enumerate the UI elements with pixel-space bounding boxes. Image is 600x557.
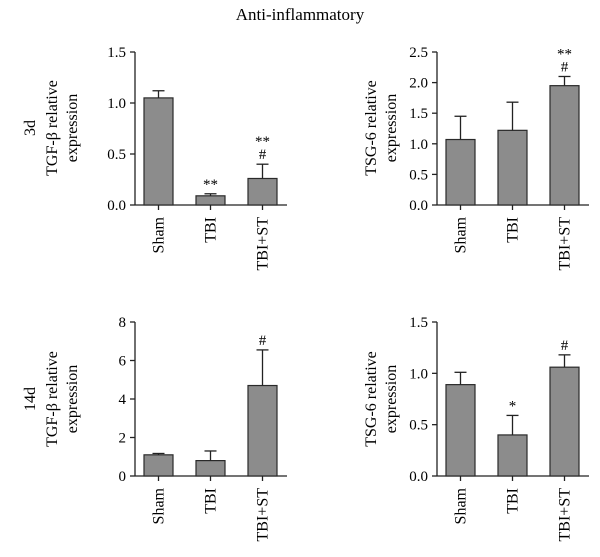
y-axis-label-line-2: expression	[383, 365, 400, 433]
chart-panel-2: 0.0 0.5 1.0 1.5 2.0 2.5 TSG-6 relative expressi…	[363, 45, 589, 270]
y-tick-label: 0.5	[409, 418, 428, 434]
x-category-label: Sham	[151, 216, 168, 253]
row-label: 3d	[22, 120, 39, 136]
significance-mark: #	[259, 147, 267, 163]
x-category-label: TBI+ST	[557, 217, 574, 271]
y-tick-label: 1.5	[107, 45, 126, 61]
x-category-label: TBI	[505, 217, 522, 243]
x-category-label: Sham	[453, 216, 470, 253]
significance-mark: #	[561, 338, 569, 354]
bar-sham	[143, 97, 174, 206]
bar-tbi-st	[549, 366, 580, 477]
significance-mark: **	[203, 177, 218, 193]
y-axis-label-line-1: TSG-6 relative	[363, 351, 380, 447]
y-tick-label: 1.0	[409, 137, 428, 153]
significance-mark: #	[259, 333, 267, 349]
y-tick-label: 1.5	[409, 106, 428, 122]
significance-mark: **	[557, 46, 572, 62]
y-tick-label: 4	[119, 392, 127, 408]
row-label: 14d	[22, 387, 39, 411]
y-tick-label: 0.0	[409, 198, 428, 214]
y-axis-label-line-1: TGF-β relative	[44, 351, 61, 447]
y-tick-label: 6	[119, 354, 127, 370]
y-axis-label-line-2: expression	[64, 94, 81, 162]
x-category-label: TBI	[203, 488, 220, 514]
y-tick-label: 1.5	[409, 315, 428, 331]
bar-tbi	[195, 460, 226, 477]
significance-mark: #	[561, 59, 569, 75]
y-tick-label: 1.0	[409, 366, 428, 382]
y-axis-label-line-2: expression	[383, 94, 400, 162]
y-tick-label: 8	[119, 315, 127, 331]
figure-title: Anti-inflammatory	[236, 5, 365, 24]
y-axis-label-line-2: expression	[64, 365, 81, 433]
bar-tbi	[497, 434, 528, 477]
x-category-label: TBI+ST	[557, 488, 574, 542]
bar-tbi-st	[247, 384, 278, 477]
y-tick-label: 2.0	[409, 76, 428, 92]
bar-tbi	[497, 129, 528, 206]
chart-panel-3: 0 2 4 6 8 TGF-β relative expression 14d Sham TBI #…	[22, 315, 287, 541]
x-category-label: TBI+ST	[255, 488, 272, 542]
chart-panel-1: 0.0 0.5 1.0 1.5 TGF-β relative expression 3d Sh…	[22, 45, 287, 270]
bar-sham	[445, 384, 476, 477]
bar-sham	[445, 138, 476, 206]
y-axis-label-line-1: TSG-6 relative	[363, 80, 380, 176]
bar-tbi	[195, 195, 226, 206]
y-tick-label: 2	[119, 431, 127, 447]
y-tick-label: 2.5	[409, 45, 428, 61]
y-tick-label: 0.5	[409, 167, 428, 183]
x-category-label: Sham	[151, 487, 168, 524]
y-tick-label: 0.0	[107, 198, 126, 214]
y-tick-label: 0	[119, 469, 127, 485]
y-tick-label: 1.0	[107, 96, 126, 112]
significance-mark: *	[509, 398, 517, 414]
bar-sham	[143, 454, 174, 477]
x-category-label: TBI	[203, 217, 220, 243]
x-category-label: TBI+ST	[255, 217, 272, 271]
y-axis-label-line-1: TGF-β relative	[44, 80, 61, 176]
bar-tbi-st	[549, 85, 580, 206]
x-category-label: Sham	[453, 487, 470, 524]
y-tick-label: 0.0	[409, 469, 428, 485]
y-tick-label: 0.5	[107, 147, 126, 163]
significance-mark: **	[255, 134, 270, 150]
bar-tbi-st	[247, 177, 278, 206]
chart-panel-4: 0.0 0.5 1.0 1.5 TSG-6 relative expression Sham…	[363, 315, 589, 541]
x-category-label: TBI	[505, 488, 522, 514]
